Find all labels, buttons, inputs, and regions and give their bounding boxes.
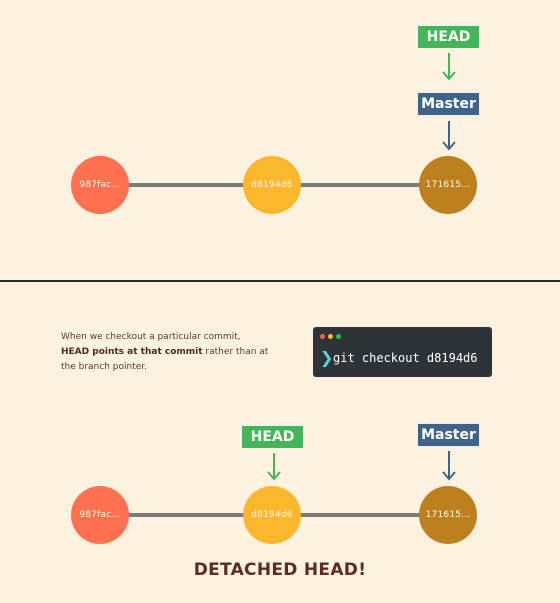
commit-node: d8194d6 <box>243 156 301 214</box>
commit-link-line <box>128 183 245 187</box>
commit-node: 987fac... <box>71 486 129 544</box>
attached-head-diagram: HEAD Master 987fac... d8194d6 171615... <box>0 0 560 280</box>
maximize-dot-icon <box>336 334 341 339</box>
commit-node: d8194d6 <box>243 486 301 544</box>
commit-link-line <box>300 183 421 187</box>
master-label: Master <box>417 423 480 447</box>
head-arrow-icon <box>442 53 456 81</box>
head-arrow-icon <box>267 453 281 481</box>
minimize-dot-icon <box>328 334 333 339</box>
close-dot-icon <box>320 334 325 339</box>
master-arrow-icon <box>442 121 456 151</box>
detached-head-title: DETACHED HEAD! <box>193 560 367 580</box>
commit-link-line <box>300 513 421 517</box>
head-label: HEAD <box>417 25 480 49</box>
prompt-chevron-icon: ❯ <box>320 348 334 367</box>
commit-node: 171615... <box>419 156 477 214</box>
caption-bold-text: HEAD points at that commit <box>61 347 203 357</box>
commit-node: 987fac... <box>71 156 129 214</box>
explanation-caption: When we checkout a particular commit, HE… <box>61 330 271 375</box>
caption-text: When we checkout a particular commit, <box>61 332 241 342</box>
detached-head-diagram: When we checkout a particular commit, HE… <box>0 282 560 603</box>
commit-node: 171615... <box>419 486 477 544</box>
commit-link-line <box>128 513 245 517</box>
head-label: HEAD <box>241 425 304 449</box>
terminal-window: ❯ git checkout d8194d6 <box>313 327 492 377</box>
caption-text-end: rather than at the branch pointer. <box>61 347 269 372</box>
panel-divider <box>0 280 560 282</box>
master-arrow-icon <box>442 451 456 481</box>
master-label: Master <box>417 92 480 116</box>
terminal-command: git checkout d8194d6 <box>333 351 478 365</box>
